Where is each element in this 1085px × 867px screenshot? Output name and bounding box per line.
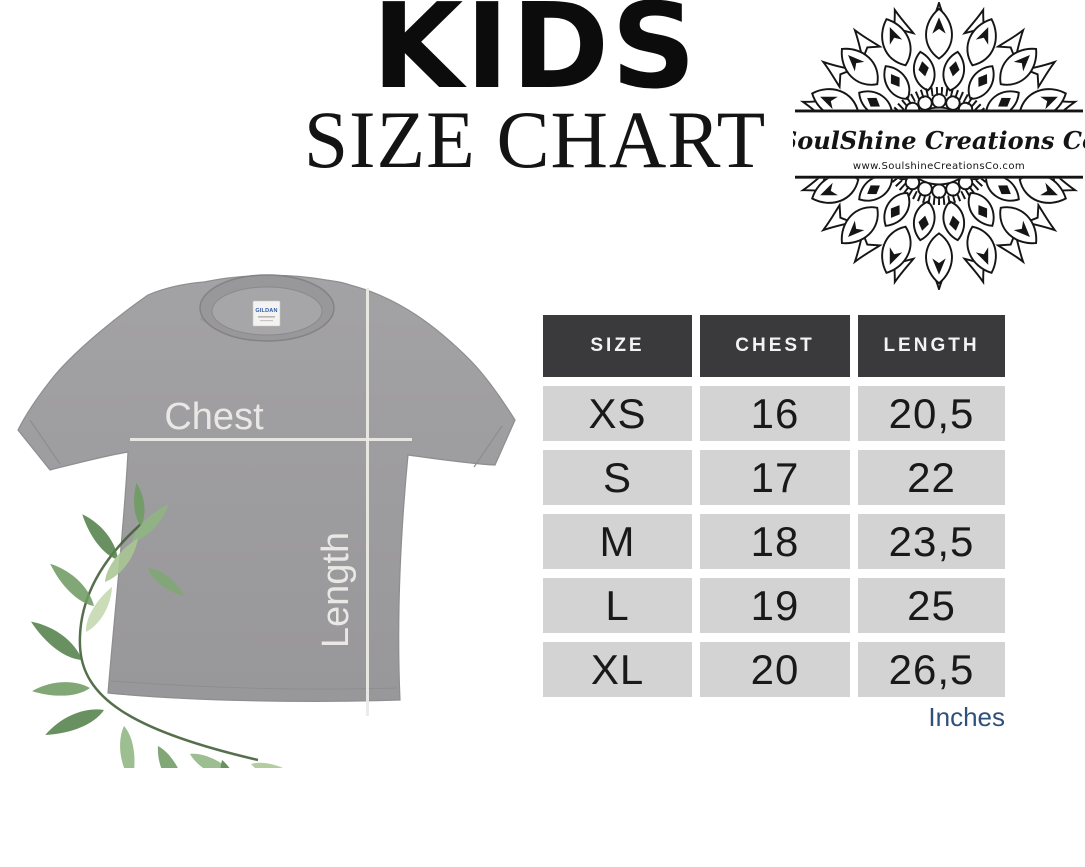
cell-m-length: 23,5 [858, 514, 1005, 569]
cell-s-length: 22 [858, 450, 1005, 505]
cell-l-length: 25 [858, 578, 1005, 633]
mandala-icon: SoulShine Creations Co www.SoulshineCrea… [780, 2, 1085, 290]
tag-brand-text: GILDAN [255, 308, 277, 314]
cell-l-size: L [543, 578, 692, 633]
collar-tag: GILDAN [252, 300, 281, 327]
col-header-size: SIZE [543, 315, 692, 377]
length-line [366, 288, 369, 716]
cell-xs-size: XS [543, 386, 692, 441]
page-title: KIDS SIZE CHART [290, 0, 780, 185]
col-header-chest: CHEST [700, 315, 850, 377]
brand-name: SoulShine Creations Co [793, 126, 1085, 155]
cell-l-chest: 19 [700, 578, 850, 633]
cell-xl-chest: 20 [700, 642, 850, 697]
chest-label: Chest [164, 396, 264, 438]
title-kids: KIDS [371, 0, 699, 115]
unit-label: Inches [928, 702, 1005, 732]
title-size-chart: SIZE CHART [303, 94, 767, 185]
cell-xl-length: 26,5 [858, 642, 1005, 697]
brand-url: www.SoulshineCreationsCo.com [853, 161, 1025, 172]
cell-m-chest: 18 [700, 514, 850, 569]
logo-band [793, 110, 1085, 179]
tshirt-body [17, 274, 516, 702]
left-cuff-seam [29, 419, 61, 465]
length-label: Length [315, 532, 357, 648]
size-table: SIZE CHEST LENGTH XS 16 20,5 S 17 22 M 1… [543, 315, 1005, 697]
chest-line [130, 438, 412, 441]
cell-xs-length: 20,5 [858, 386, 1005, 441]
hem-stitch [110, 680, 398, 690]
tshirt-graphic: GILDAN Chest Length [17, 274, 516, 768]
col-header-length: LENGTH [858, 315, 1005, 377]
brand-logo: SoulShine Creations Co www.SoulshineCrea… [780, 2, 1085, 290]
cell-s-size: S [543, 450, 692, 505]
cell-s-chest: 17 [700, 450, 850, 505]
leaf-branch [26, 482, 306, 768]
cell-xs-chest: 16 [700, 386, 850, 441]
cell-m-size: M [543, 514, 692, 569]
cell-xl-size: XL [543, 642, 692, 697]
right-cuff-seam [473, 425, 503, 468]
